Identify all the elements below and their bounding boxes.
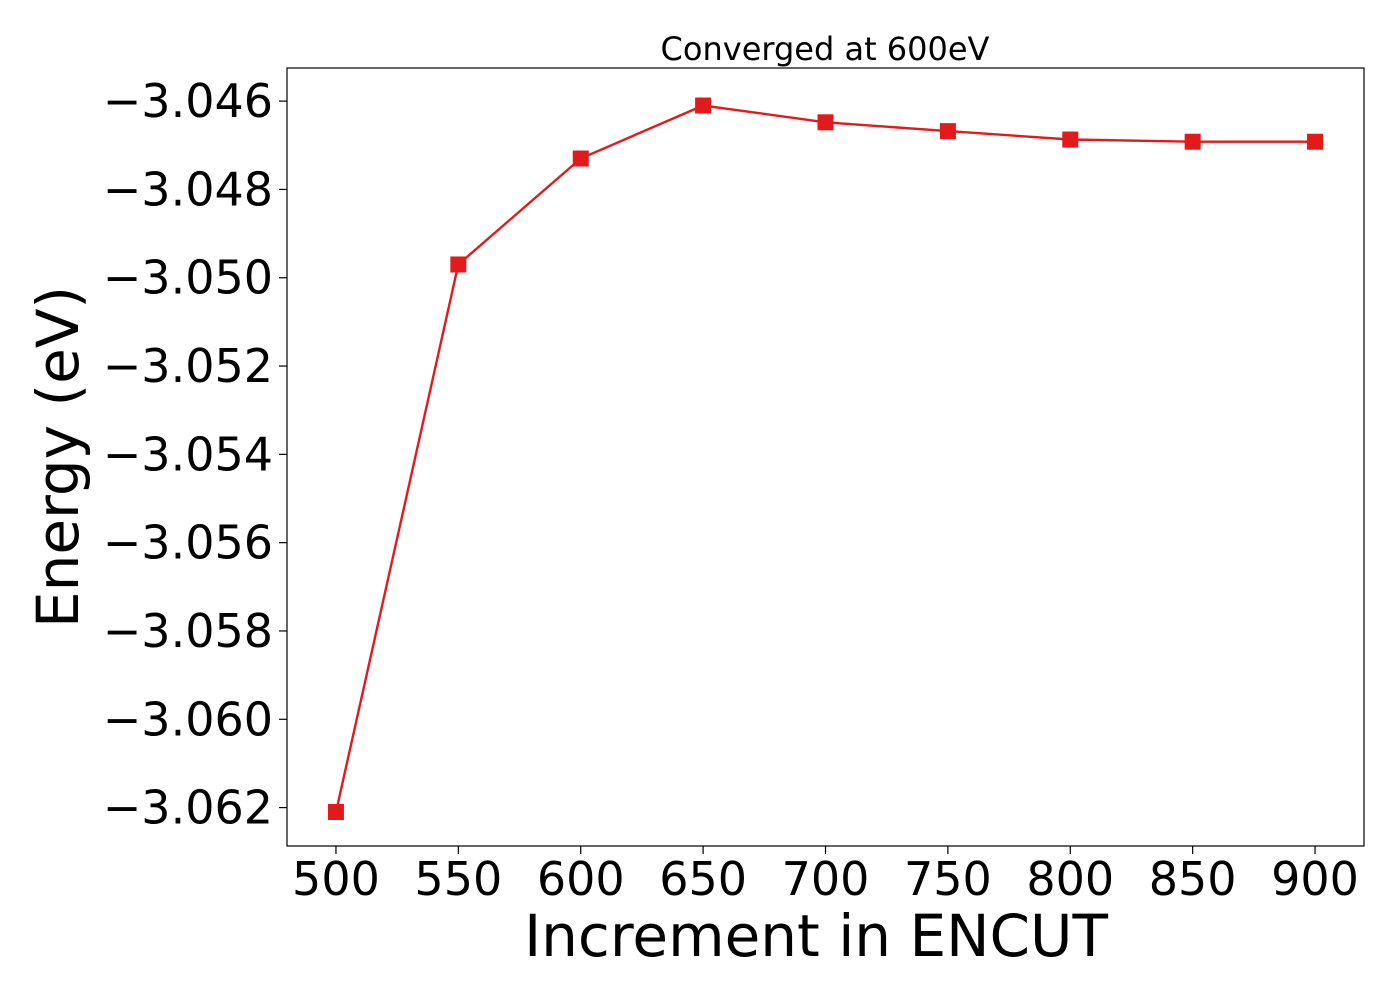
data-point [327,804,344,821]
data-point [572,150,589,167]
x-tick-label: 750 [904,852,992,906]
x-tick-label: 850 [1149,852,1237,906]
x-tick-label: 500 [292,852,380,906]
data-point [817,114,834,131]
chart-title: Converged at 600eV [661,30,990,68]
y-tick-label: −3.046 [103,74,273,128]
x-tick-label: 650 [659,852,747,906]
y-tick-label: −3.060 [103,692,273,746]
series-line [334,104,1315,813]
data-point [450,256,467,273]
y-tick-label: −3.058 [103,604,273,658]
y-tick-label: −3.050 [103,251,273,305]
data-point [1307,133,1324,150]
y-tick-label: −3.048 [103,162,273,216]
series-layer [327,97,1324,821]
x-tick-label: 550 [414,852,502,906]
y-tick-label: −3.052 [103,339,273,393]
data-point [939,123,956,140]
y-tick-label: −3.056 [103,516,273,570]
x-tick-label: 800 [1026,852,1114,906]
x-axis-label: Increment in ENCUT [524,902,1108,970]
y-axis-ticks: −3.046 −3.048 −3.050 −3.052 −3.054 −3.056 −3.0… [103,74,287,835]
y-tick-label: −3.062 [103,781,273,835]
data-point [695,97,712,114]
data-point [1184,133,1201,150]
y-axis-label: Energy (eV) [24,286,92,628]
x-tick-label: 900 [1271,852,1359,906]
data-point [1062,131,1079,148]
plot-area-frame [286,67,1365,847]
x-tick-label: 700 [782,852,870,906]
x-axis-ticks: 500 550 600 650 700 750 800 850 900 [292,846,1359,906]
y-tick-label: −3.054 [103,427,273,481]
x-tick-label: 600 [537,852,625,906]
